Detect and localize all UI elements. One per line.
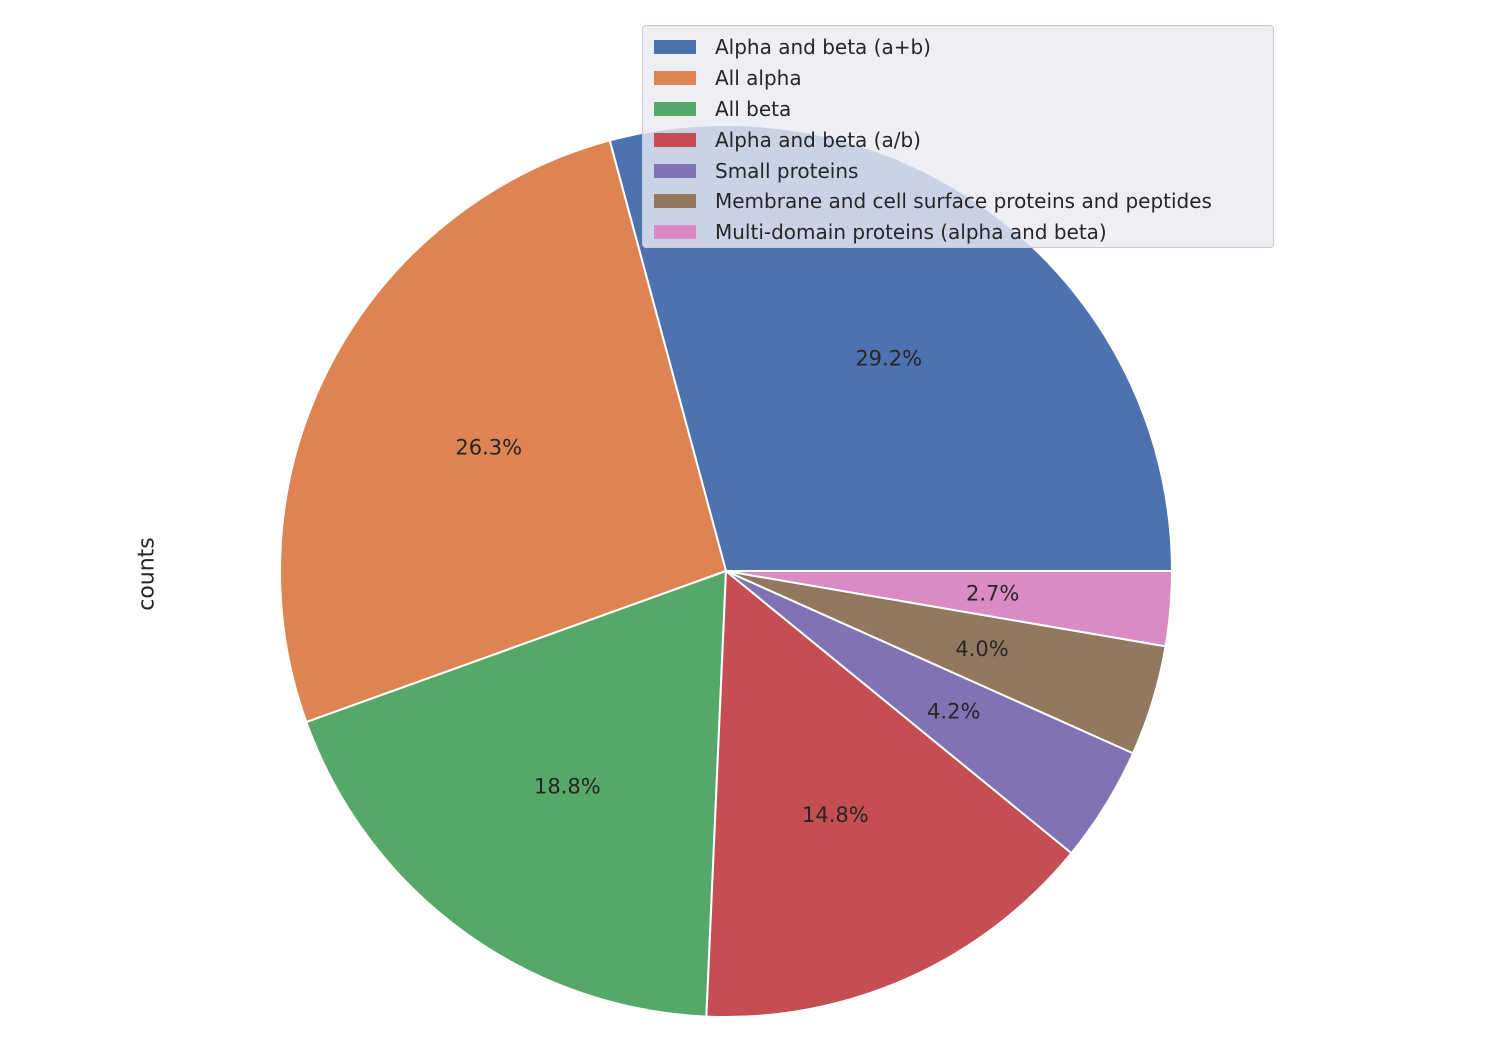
legend-item: Membrane and cell surface proteins and p… [654, 186, 1263, 217]
pie-slice [725, 570, 1173, 648]
y-axis-label: counts [134, 537, 160, 611]
pie-slice [305, 570, 727, 1018]
slice-percent-label: 2.7% [966, 582, 1019, 606]
slice-percent-label: 26.3% [455, 435, 522, 459]
legend-swatch [654, 194, 696, 209]
legend-item: All alpha [654, 63, 1263, 94]
legend-label: Membrane and cell surface proteins and p… [715, 189, 1212, 214]
legend-swatch [654, 163, 696, 178]
pie-slices [279, 124, 1173, 1018]
legend-item: Alpha and beta (a+b) [654, 32, 1263, 63]
legend-swatch [654, 40, 696, 55]
legend-swatch [654, 225, 696, 240]
slice-percent-label: 18.8% [534, 775, 601, 799]
chart-legend: Alpha and beta (a+b) All alpha All beta Alp… [642, 25, 1274, 248]
legend-item: Alpha and beta (a/b) [654, 124, 1263, 155]
pie-slice [705, 570, 1073, 1018]
legend-swatch [654, 71, 696, 86]
pie-percent-labels: 29.2% 26.3% 18.8% 14.8% 4.2% 4.0% 2.7% [455, 347, 1019, 828]
slice-percent-label: 14.8% [802, 803, 869, 827]
pie-slice [279, 139, 727, 724]
legend-item: All beta [654, 94, 1263, 125]
legend-item: Multi-domain proteins (alpha and beta) [654, 217, 1263, 248]
legend-label: All alpha [715, 66, 802, 91]
legend-label: All beta [715, 96, 792, 121]
slice-percent-label: 4.0% [955, 637, 1008, 661]
legend-swatch [654, 101, 696, 116]
legend-swatch [654, 132, 696, 147]
legend-item: Small proteins [654, 155, 1263, 186]
legend-label: Multi-domain proteins (alpha and beta) [715, 220, 1107, 245]
legend-label: Alpha and beta (a+b) [715, 35, 931, 60]
legend-label: Small proteins [715, 158, 859, 183]
slice-percent-label: 29.2% [855, 347, 922, 371]
legend-label: Alpha and beta (a/b) [715, 127, 921, 152]
slice-percent-label: 4.2% [927, 700, 980, 724]
